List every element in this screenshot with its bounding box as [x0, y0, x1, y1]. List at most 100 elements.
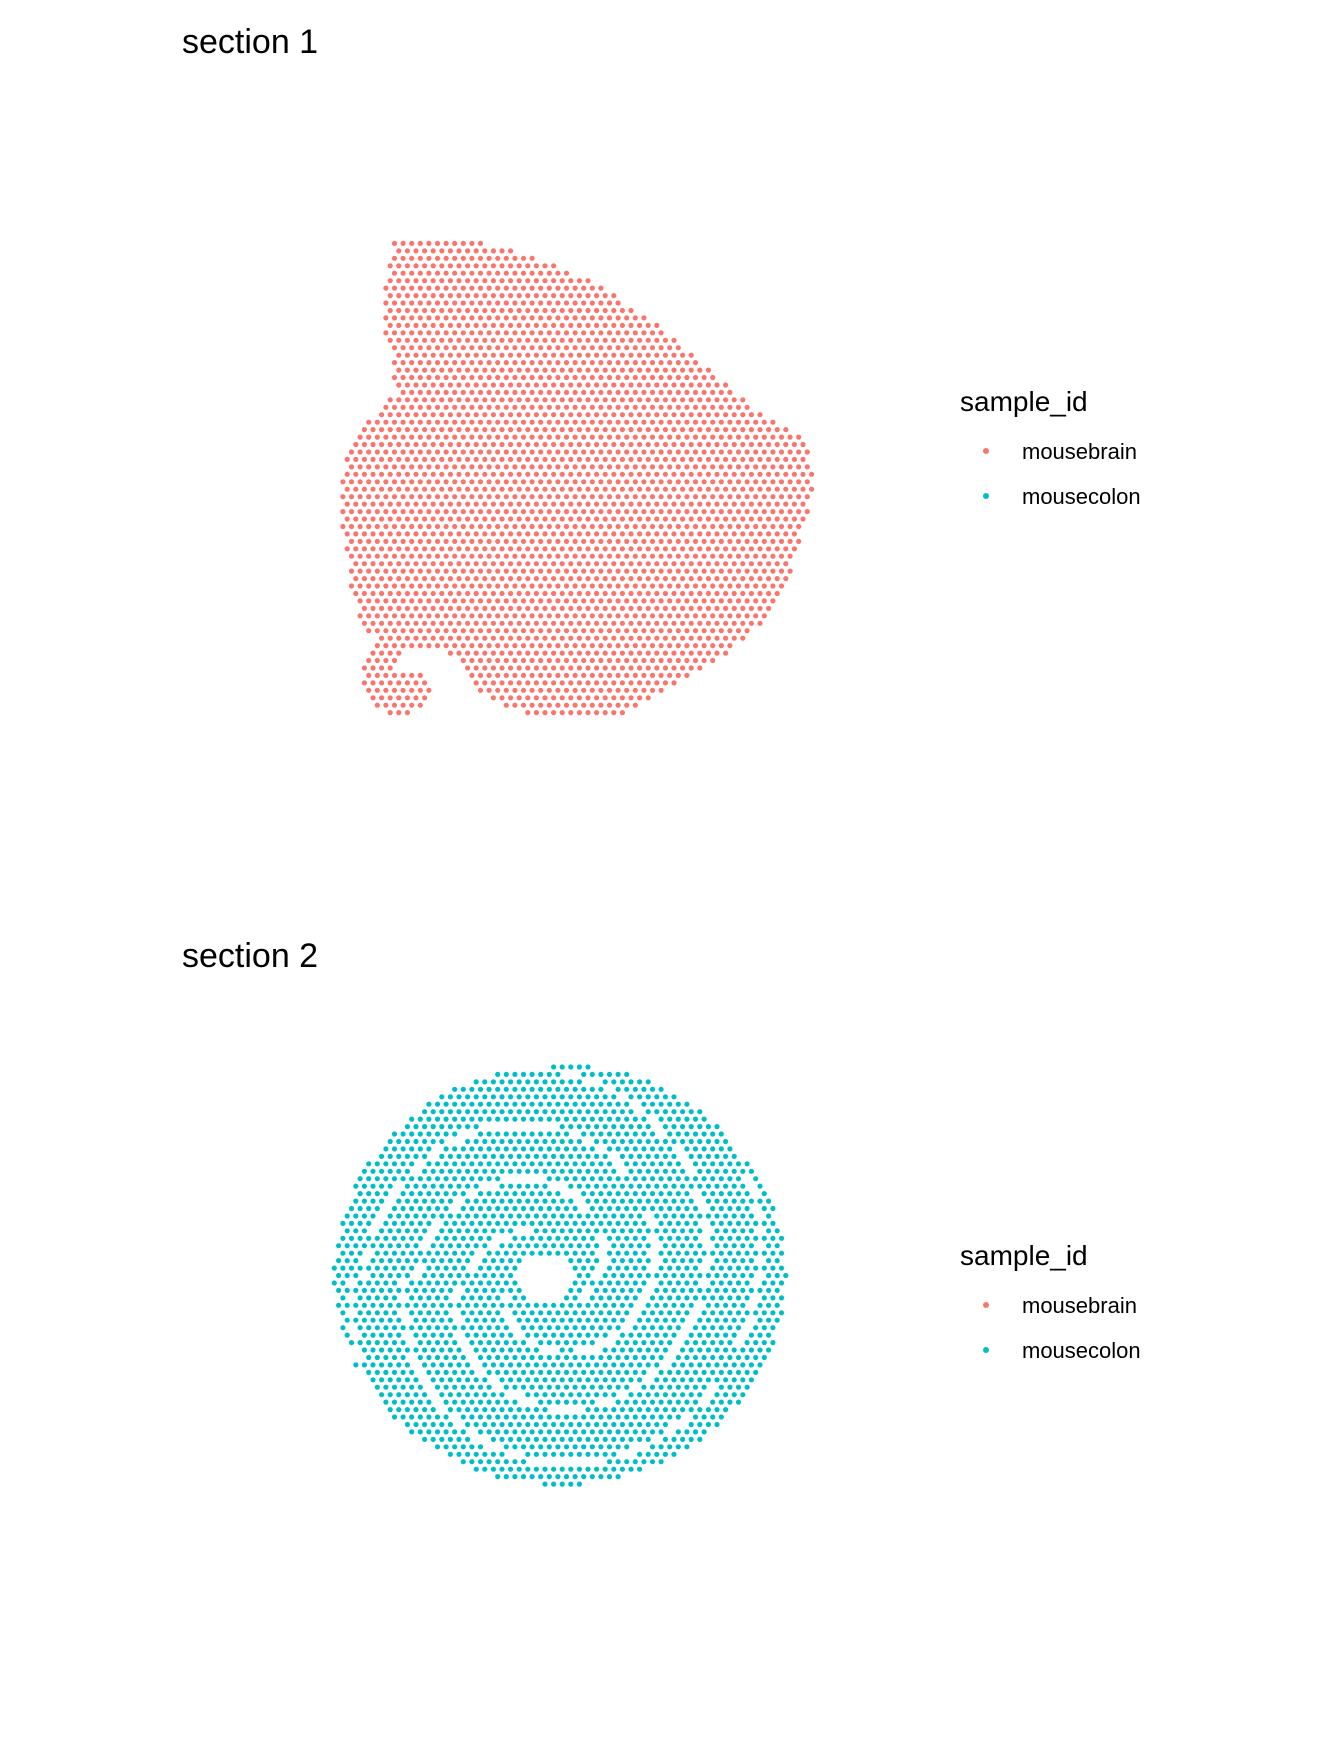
mousecolon-spot	[413, 1317, 419, 1323]
mousebrain-spot	[469, 657, 475, 664]
mousebrain-spot	[654, 680, 660, 686]
mousecolon-spot	[697, 1272, 703, 1279]
mousecolon-spot	[735, 1191, 742, 1197]
legend-item-mousebrain: mousebrain	[960, 1294, 1141, 1339]
mousecolon-spot	[469, 1280, 475, 1286]
mousecolon-spot	[465, 1138, 471, 1145]
mousebrain-spot	[361, 471, 367, 477]
mousebrain-spot	[632, 702, 638, 708]
mousebrain-spot	[563, 702, 570, 708]
mousecolon-spot	[740, 1347, 746, 1353]
mousebrain-spot	[439, 293, 445, 299]
mousebrain-spot	[766, 427, 772, 433]
mousecolon-spot	[568, 1436, 574, 1442]
mousebrain-spot	[538, 598, 544, 604]
mousebrain-spot	[499, 248, 505, 254]
mousebrain-spot	[512, 657, 518, 664]
mousecolon-spot	[533, 1407, 540, 1413]
mousecolon-spot	[697, 1317, 703, 1323]
mousecolon-spot	[391, 1325, 398, 1331]
mousebrain-spot	[413, 337, 419, 343]
mousebrain-spot	[680, 620, 686, 626]
mousebrain-spot	[611, 590, 617, 597]
mousebrain-spot	[796, 449, 802, 455]
mousecolon-spot	[383, 1280, 389, 1286]
mousebrain-spot	[361, 427, 367, 433]
mousebrain-spot	[611, 427, 617, 433]
mousecolon-spot	[477, 1295, 484, 1301]
mousebrain-spot	[477, 523, 484, 530]
mousecolon-spot	[538, 1086, 544, 1092]
mousecolon-spot	[361, 1198, 367, 1204]
mousebrain-spot	[680, 412, 686, 418]
mousebrain-spot	[490, 561, 496, 567]
mousecolon-spot	[637, 1243, 643, 1249]
mousebrain-spot	[417, 434, 423, 440]
mousecolon-spot	[520, 1384, 527, 1390]
mousebrain-spot	[400, 419, 406, 425]
mousecolon-spot	[465, 1124, 471, 1130]
mousecolon-spot	[563, 1146, 570, 1152]
mousebrain-spot	[400, 270, 406, 276]
mousecolon-spot	[692, 1354, 699, 1361]
mousebrain-spot	[538, 449, 544, 455]
mousecolon-spot	[576, 1287, 583, 1293]
mousebrain-spot	[486, 672, 492, 679]
mousebrain-spot	[533, 605, 540, 612]
mousecolon-spot	[551, 1094, 557, 1100]
mousecolon-spot	[770, 1235, 776, 1241]
mousebrain-spot	[563, 270, 570, 276]
mousebrain-spot	[662, 382, 669, 388]
mousecolon-spot	[598, 1280, 604, 1286]
mousecolon-spot	[417, 1310, 423, 1316]
mousebrain-spot	[495, 687, 501, 693]
mousebrain-spot	[714, 546, 720, 552]
mousebrain-spot	[409, 568, 415, 574]
mousecolon-spot	[516, 1362, 522, 1368]
mousebrain-spot	[701, 628, 707, 634]
mousecolon-spot	[662, 1094, 669, 1100]
mousecolon-spot	[383, 1176, 389, 1182]
mousebrain-spot	[675, 538, 681, 545]
mousecolon-spot	[778, 1265, 785, 1271]
mousecolon-spot	[546, 1444, 552, 1450]
mousecolon-spot	[538, 1444, 544, 1450]
mousecolon-spot	[615, 1325, 621, 1331]
mousebrain-spot	[542, 367, 548, 373]
mousebrain-spot	[654, 605, 660, 612]
mousebrain-spot	[391, 523, 398, 530]
mousebrain-spot	[559, 650, 565, 656]
mousecolon-spot	[714, 1421, 720, 1428]
mousebrain-spot	[727, 389, 733, 395]
mousecolon-spot	[778, 1280, 785, 1286]
mousebrain-spot	[744, 434, 750, 440]
mousebrain-spot	[598, 419, 604, 425]
mousecolon-spot	[503, 1071, 509, 1077]
mousecolon-spot	[516, 1258, 522, 1264]
mousebrain-spot	[542, 576, 548, 582]
mousecolon-spot	[413, 1213, 419, 1219]
mousecolon-spot	[602, 1272, 608, 1279]
mousebrain-spot	[477, 494, 484, 500]
mousecolon-spot	[370, 1377, 376, 1383]
mousecolon-spot	[512, 1086, 518, 1092]
mousebrain-spot	[551, 546, 557, 552]
mousebrain-spot	[624, 613, 630, 619]
mousebrain-spot	[667, 598, 673, 604]
mousebrain-spot	[568, 635, 574, 641]
mousecolon-spot	[731, 1377, 737, 1383]
mousecolon-spot	[340, 1325, 346, 1331]
mousebrain-spot	[727, 643, 733, 649]
mousebrain-spot	[520, 345, 527, 351]
mousecolon-spot	[366, 1354, 372, 1361]
mousecolon-spot	[508, 1094, 514, 1100]
mousecolon-spot	[581, 1220, 587, 1226]
mousebrain-spot	[400, 643, 406, 649]
mousebrain-spot	[667, 404, 673, 410]
mousecolon-spot	[727, 1325, 733, 1331]
mousebrain-spot	[473, 680, 479, 686]
mousebrain-spot	[357, 464, 363, 470]
mousebrain-spot	[387, 441, 393, 448]
mousecolon-spot	[684, 1116, 690, 1122]
mousebrain-spot	[589, 628, 595, 634]
